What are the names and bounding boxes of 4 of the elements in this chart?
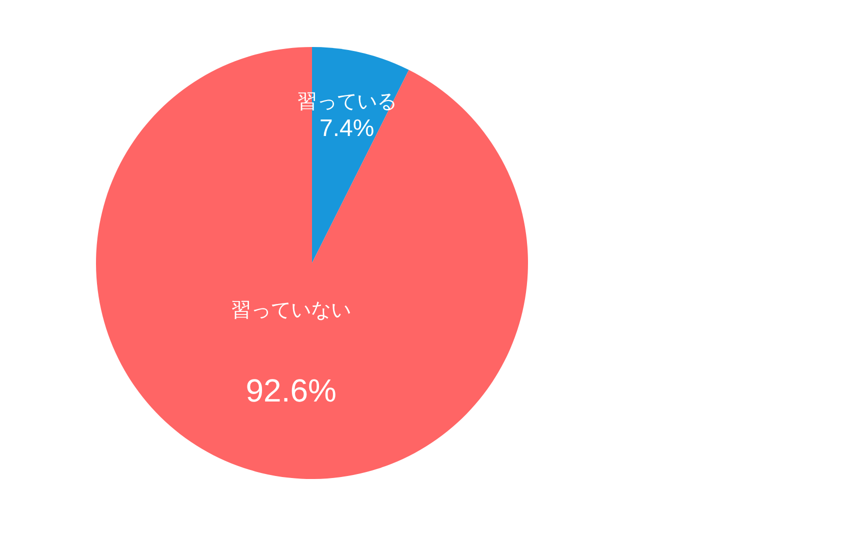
- slice-label: 習っていない: [231, 297, 352, 322]
- data-label: 92.6%: [246, 372, 336, 408]
- pie-slice: [96, 47, 528, 479]
- data-label: 7.4%: [319, 114, 374, 142]
